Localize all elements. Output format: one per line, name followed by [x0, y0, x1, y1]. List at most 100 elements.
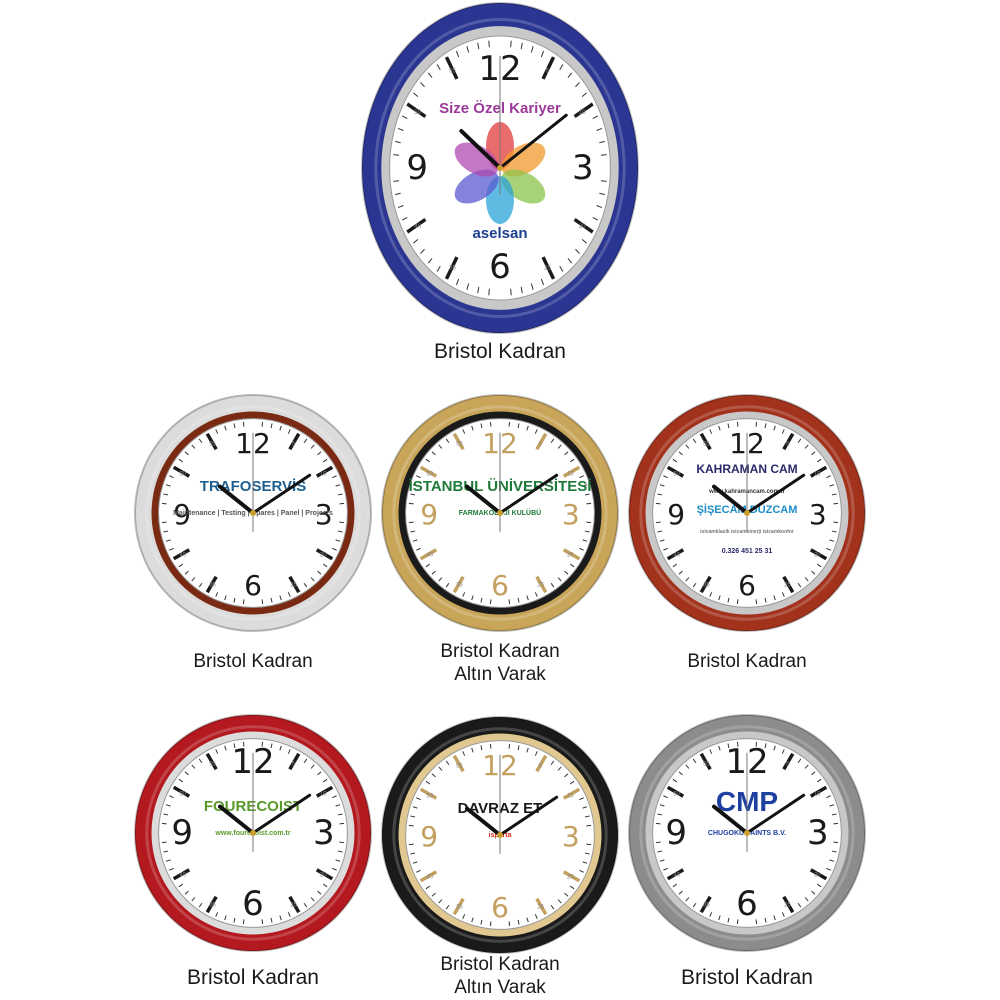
minute-tick	[592, 115, 599, 120]
minute-label: 5	[539, 442, 543, 448]
dial-numeral: 3	[807, 813, 829, 853]
minute-tick	[526, 747, 529, 753]
minute-tick	[401, 216, 408, 221]
minute-tick	[337, 530, 343, 533]
minute-tick	[718, 745, 721, 751]
minute-tick	[557, 577, 562, 582]
minute-tick	[797, 438, 802, 444]
minute-tick	[534, 429, 538, 434]
minute-tick	[178, 563, 184, 568]
minute-tick	[569, 885, 575, 890]
minute-label: 55	[456, 764, 463, 770]
minute-tick	[584, 530, 590, 533]
minute-tick	[412, 806, 418, 809]
minute-tick	[436, 64, 441, 71]
minute-tick	[659, 804, 665, 807]
center-cap	[497, 510, 503, 516]
hour-marker	[666, 465, 685, 478]
hour-marker	[406, 218, 427, 234]
minute-tick	[215, 429, 219, 434]
minute-tick	[831, 850, 837, 853]
hour-marker	[172, 868, 191, 881]
minute-hand	[251, 473, 312, 515]
minute-tick	[811, 451, 816, 456]
minute-tick	[198, 438, 203, 444]
minute-tick	[559, 64, 564, 71]
minute-tick	[540, 278, 545, 286]
minute-tick	[445, 438, 450, 444]
minute-tick	[303, 438, 308, 444]
minute-tick	[581, 239, 587, 244]
minute-tick	[534, 751, 538, 756]
center-cap	[744, 510, 750, 516]
minute-tick	[445, 904, 450, 910]
minute-tick	[599, 192, 605, 196]
minute-tick	[332, 867, 337, 871]
minute-tick	[672, 458, 678, 463]
minute-tick	[335, 804, 341, 807]
minute-tick	[526, 595, 529, 601]
frame-highlight	[639, 725, 855, 941]
minute-tick	[165, 859, 171, 862]
minute-label: 25	[784, 902, 791, 908]
minute-tick	[781, 429, 785, 434]
minute-label: 50	[179, 791, 186, 797]
minute-label: 40	[673, 873, 680, 879]
minute-tick	[550, 438, 555, 444]
minute-tick	[412, 484, 418, 487]
minute-tick	[678, 451, 683, 456]
minute-tick	[165, 539, 171, 542]
caption-line: Altın Varak	[454, 977, 546, 998]
minute-tick	[692, 758, 697, 764]
minute-tick	[582, 539, 588, 542]
hour-marker	[699, 895, 712, 914]
hour-marker	[452, 575, 465, 594]
minute-label: 5	[786, 762, 790, 768]
hour-marker	[573, 102, 594, 118]
minute-label: 20	[320, 553, 327, 559]
minute-tick	[575, 248, 580, 255]
minute-tick	[811, 771, 816, 776]
product-caption: Bristol Kadran Altın Varak	[380, 953, 620, 999]
minute-tick	[233, 917, 236, 923]
minute-tick	[582, 861, 588, 864]
hour-marker	[172, 465, 191, 478]
product-caption: Bristol Kadran Altın Varak	[380, 640, 620, 686]
dial-numeral: 9	[420, 498, 438, 531]
minute-hand	[498, 795, 559, 837]
minute-label: 10	[567, 471, 574, 477]
minute-tick	[412, 861, 418, 864]
minute-tick	[416, 475, 421, 479]
frame-highlight	[639, 405, 855, 621]
minute-tick	[445, 582, 450, 588]
minute-tick	[692, 438, 697, 444]
hour-marker	[535, 754, 548, 773]
brand-logo-text: isicamklasik isicamsinerji isicamkonfor	[700, 529, 794, 535]
hour-marker	[782, 752, 795, 771]
minute-tick	[425, 458, 431, 463]
minute-tick	[215, 749, 219, 754]
minute-tick	[480, 745, 483, 751]
minute-tick	[332, 475, 337, 479]
minute-tick	[169, 795, 174, 799]
minute-label: 25	[537, 904, 544, 910]
minute-tick	[826, 547, 831, 551]
minute-tick	[397, 127, 404, 131]
minute-tick	[831, 813, 837, 816]
hour-hand	[217, 484, 255, 515]
minute-tick	[797, 582, 802, 588]
minute-tick	[169, 475, 174, 479]
minute-hand	[498, 113, 568, 170]
fingerprint-petal	[454, 169, 499, 204]
minute-label: 10	[567, 793, 574, 799]
minute-tick	[310, 444, 315, 449]
center-cap	[250, 830, 256, 836]
minute-tick	[335, 859, 341, 862]
minute-tick	[773, 425, 776, 431]
minute-tick	[596, 205, 603, 209]
minute-tick	[233, 423, 236, 429]
minute-label: 40	[179, 873, 186, 879]
minute-tick	[727, 743, 730, 749]
caption-line: Bristol Kadran	[440, 641, 560, 662]
